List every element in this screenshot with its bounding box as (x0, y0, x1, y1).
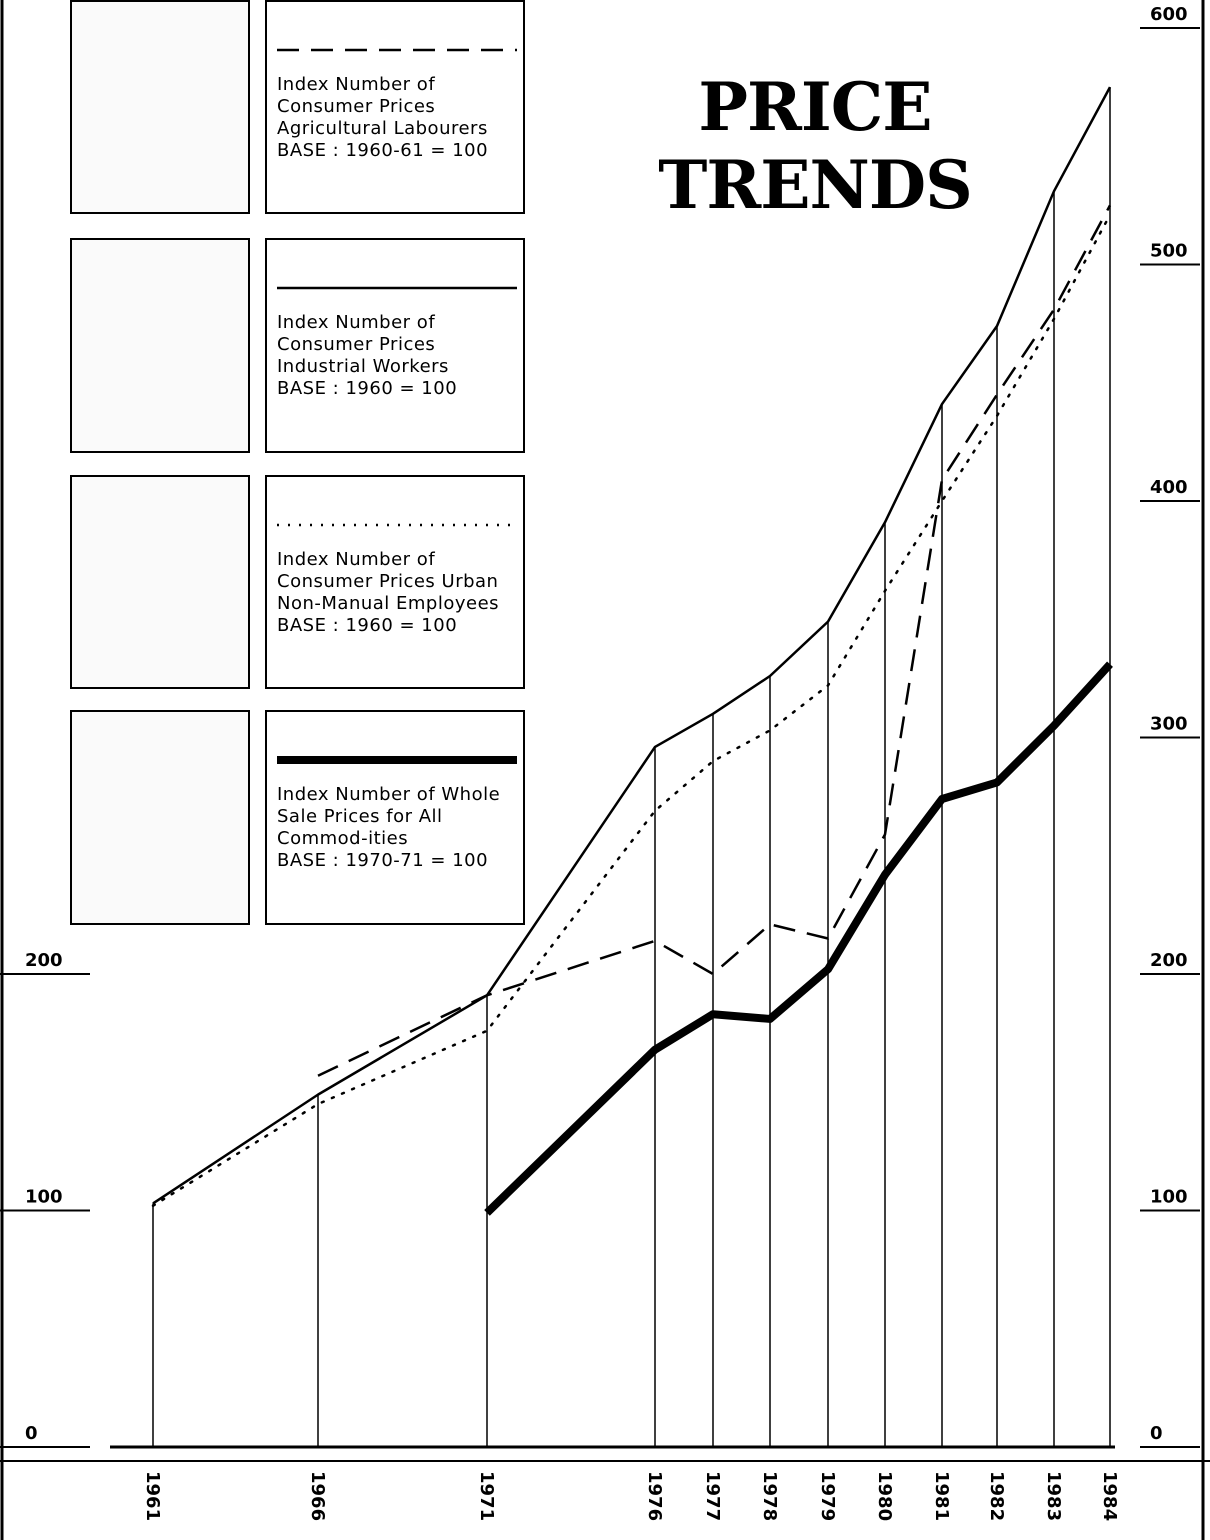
chart-title: PRICE TRENDS (658, 68, 973, 224)
series-line (317, 204, 1112, 1077)
legend-label: Index Number of Whole Sale Prices for Al… (277, 784, 501, 849)
y-tick-label: 100 (25, 1187, 63, 1208)
x-tick-label: 1983 (1043, 1471, 1064, 1521)
legend-base: BASE : 1960 = 100 (277, 615, 458, 636)
illustration (70, 238, 250, 453)
legend-entry: Index Number of Consumer Prices Agricult… (265, 0, 525, 214)
legend-entry: Index Number of Consumer Prices Industri… (265, 238, 525, 453)
y-tick-label: 0 (25, 1423, 38, 1444)
legend-swatch (277, 286, 517, 290)
illustration (70, 710, 250, 925)
x-tick-label: 1984 (1099, 1471, 1120, 1521)
legend-text: Index Number of Whole Sale Prices for Al… (277, 784, 517, 872)
legend-swatch (277, 756, 517, 764)
illustration (70, 0, 250, 214)
illustration (70, 475, 250, 689)
x-tick-label: 1971 (476, 1471, 497, 1521)
x-tick-label: 1966 (307, 1471, 328, 1521)
y2-tick-label: 0 (1150, 1423, 1163, 1444)
legend-label: Index Number of Consumer Prices Agricult… (277, 74, 488, 139)
x-tick-label: 1980 (874, 1471, 895, 1521)
legend-base: BASE : 1960 = 100 (277, 378, 458, 399)
x-tick-label: 1979 (817, 1471, 838, 1521)
legend-label: Index Number of Consumer Prices Urban No… (277, 549, 500, 614)
y-tick-label: 200 (25, 950, 63, 971)
legend-entry: Index Number of Whole Sale Prices for Al… (265, 710, 525, 925)
y2-tick-label: 300 (1150, 714, 1188, 735)
series-line (484, 661, 1113, 1216)
x-tick-label: 1976 (644, 1471, 665, 1521)
legend-text: Index Number of Consumer Prices Industri… (277, 312, 517, 400)
legend-label: Index Number of Consumer Prices Industri… (277, 312, 449, 377)
legend-swatch (277, 523, 517, 527)
y2-tick-label: 600 (1150, 4, 1188, 25)
legend-text: Index Number of Consumer Prices Urban No… (277, 549, 517, 637)
legend-base: BASE : 1970-71 = 100 (277, 850, 489, 871)
series-line (152, 86, 1112, 1205)
x-tick-label: 1982 (986, 1471, 1007, 1521)
x-tick-label: 1978 (759, 1471, 780, 1521)
x-tick-label: 1961 (142, 1471, 163, 1521)
y2-tick-label: 500 (1150, 241, 1188, 262)
y2-tick-label: 400 (1150, 477, 1188, 498)
x-tick-label: 1977 (702, 1471, 723, 1521)
legend-text: Index Number of Consumer Prices Agricult… (277, 74, 517, 162)
legend-swatch (277, 48, 517, 52)
legend-base: BASE : 1960-61 = 100 (277, 140, 489, 161)
y2-tick-label: 200 (1150, 950, 1188, 971)
x-tick-label: 1981 (931, 1471, 952, 1521)
legend-entry: Index Number of Consumer Prices Urban No… (265, 475, 525, 689)
y2-tick-label: 100 (1150, 1187, 1188, 1208)
